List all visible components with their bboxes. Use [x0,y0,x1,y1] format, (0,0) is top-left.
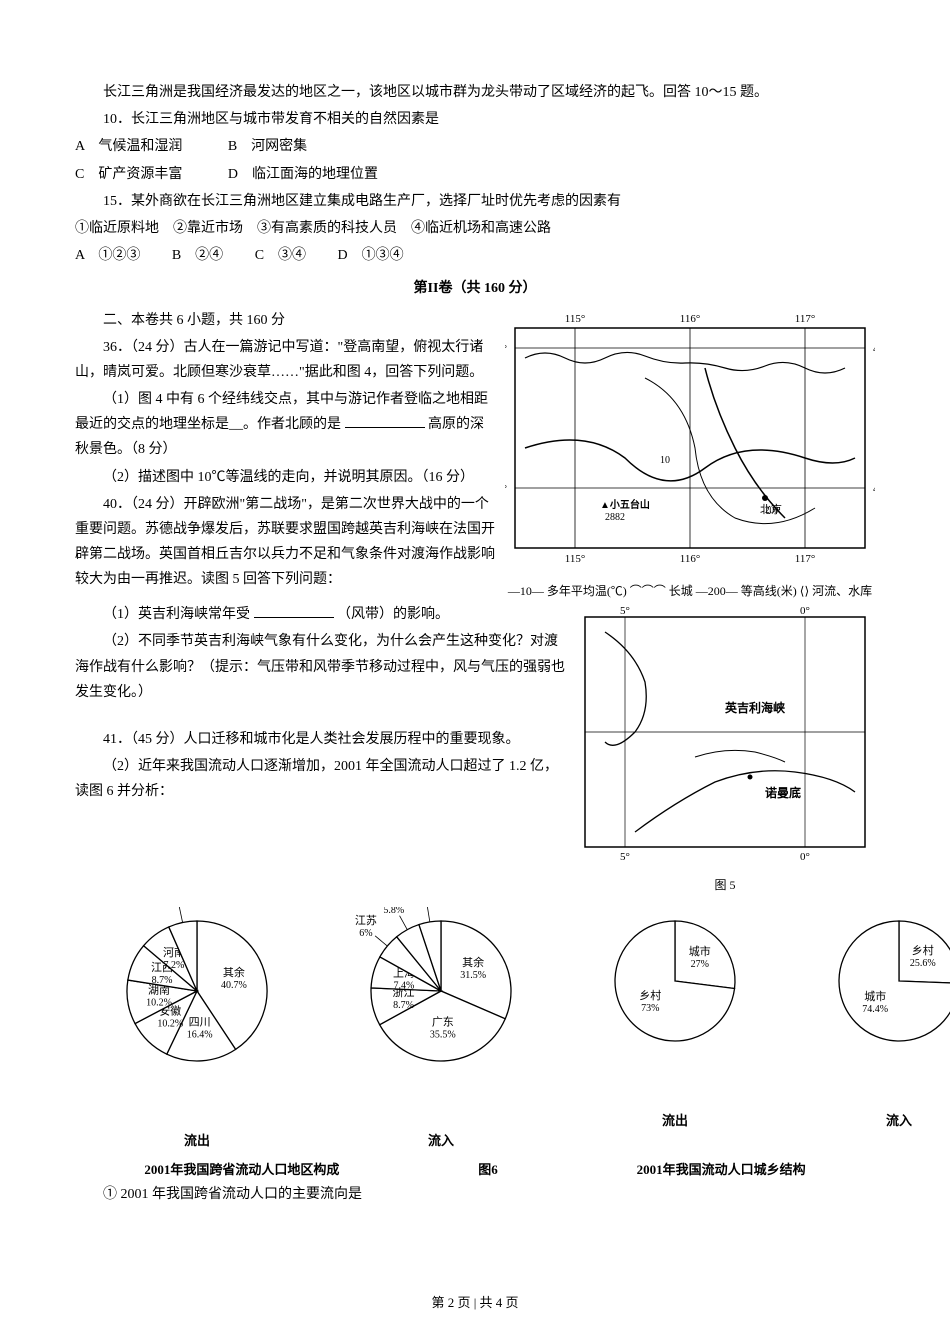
svg-text:40°: 40° [873,483,875,495]
q40-sub2: （2）不同季节英吉利海峡气象有什么变化，为什么会产生这种变化？对渡海作战有什么影… [75,629,565,705]
map4-figure: 115°115°116°116°117°117°41°41°40°40°1020… [505,308,875,568]
svg-text:115°: 115° [565,553,586,565]
pie-out-rural: 城市27% 乡村73% 流出 [563,907,787,1132]
map5-figure: 5°0°5°0°50°50°英吉利海峡诺曼底 [575,602,875,862]
svg-text:31.5%: 31.5% [460,970,486,981]
svg-text:40°: 40° [505,483,507,495]
q36-sub1a: （1）图 4 中有 6 个经纬线交点，其中与游记作者登临之地相距最近的交点的地理… [75,392,488,432]
svg-text:0°: 0° [800,851,810,862]
svg-text:41°: 41° [505,343,507,355]
svg-text:117°: 117° [795,553,816,565]
q36-sub1: （1）图 4 中有 6 个经纬线交点，其中与游记作者登临之地相距最近的交点的地理… [75,387,495,463]
part2-title: 第II卷（共 160 分） [75,276,875,301]
map5-container: 5°0°5°0°50°50°英吉利海峡诺曼底 图 5 [575,602,875,897]
pie-in-rural: 乡村25.6% 城市74.4% 流入 [787,907,950,1132]
q10-opt-b: B 河网密集 [228,139,307,154]
q36-stem: 36．（24 分）古人在一篇游记中写道："登高南望，俯视太行诸山，晴岚可爱。北顾… [75,335,495,385]
svg-text:城市: 城市 [864,989,886,1003]
q41-stem: 41．（45 分）人口迁移和城市化是人类社会发展历程中的重要现象。 [75,727,565,752]
svg-text:10: 10 [660,455,670,466]
svg-text:乡村: 乡村 [639,988,661,1002]
pie-charts-row: 其余40.7%四川16.4%安徽10.2%湖南10.2%江西8.7%河南7.2%… [75,907,875,1152]
q10-opt-d: D 临江面海的地理位置 [228,167,378,182]
svg-text:乡村: 乡村 [912,943,934,957]
q15-opts: ①临近原料地 ②靠近市场 ③有高素质的科技人员 ④临近机场和高速公路 [75,216,875,241]
q10-opt-a: A 气候温和湿润 [75,139,182,154]
q41-sub2: （2）近年来我国流动人口逐渐增加，2001 年全国流动人口超过了 1.2 亿，读… [75,754,565,804]
svg-text:5°: 5° [620,851,630,862]
svg-text:10.2%: 10.2% [157,1019,183,1030]
q36-blank[interactable] [345,414,425,428]
svg-text:10.2%: 10.2% [146,997,172,1008]
svg-text:6%: 6% [359,928,372,939]
q15-a: A ①②③ [75,248,140,263]
q40-blank[interactable] [254,604,334,618]
map4-legend: —10— 多年平均温(℃) ⌒⌒⌒ 长城 —200— 等高线(米) ⟨⟩ 河流、… [505,581,875,603]
intro-text: 长江三角洲是我国经济最发达的地区之一，该地区以城市群为龙头带动了区域经济的起飞。… [75,80,875,105]
pie-titles: 2001年我国跨省流动人口地区构成 图6 2001年我国流动人口城乡结构 [75,1158,875,1181]
svg-text:16.4%: 16.4% [187,1029,213,1040]
pie-in-rural-label: 流入 [886,1109,912,1132]
svg-text:25.6%: 25.6% [910,958,936,969]
q10-row2: C 矿产资源丰富 D 临江面海的地理位置 [75,162,875,187]
svg-text:41°: 41° [873,343,875,355]
svg-text:北京: 北京 [760,502,782,516]
pie-in-province: 其余31.5%广东35.5%浙江8.7%上海7.4%江苏6%北京5.8%福建5.… [319,907,563,1152]
q36-sub2: （2）描述图中 10℃等温线的走向，并说明其原因。（16 分） [75,465,495,490]
q10-stem: 10．长江三角洲地区与城市带发育不相关的自然因素是 [75,107,875,132]
svg-text:5.8%: 5.8% [383,907,404,916]
svg-text:0°: 0° [800,605,810,617]
pie-out-province: 其余40.7%四川16.4%安徽10.2%湖南10.2%江西8.7%河南7.2%… [75,907,319,1152]
q15-c: C ③④ [255,248,306,263]
svg-text:四川: 四川 [189,1016,211,1028]
svg-text:5°: 5° [620,605,630,617]
svg-text:诺曼底: 诺曼底 [765,785,801,800]
part2-sub: 二、本卷共 6 小题，共 160 分 [75,308,495,333]
svg-text:116°: 116° [680,313,701,325]
svg-text:8.7%: 8.7% [152,975,173,986]
svg-text:116°: 116° [680,553,701,565]
q10-opt-c: C 矿产资源丰富 [75,167,182,182]
q15-choices: A ①②③ B ②④ C ③④ D ①③④ [75,243,875,268]
svg-text:▲小五台山: ▲小五台山 [600,498,650,511]
q40-sub1a: （1）英吉利海峡常年受 [103,607,250,622]
pie-title-mid: 图6 [478,1158,498,1181]
q10-row1: A 气候温和湿润 B 河网密集 [75,134,875,159]
svg-text:城市: 城市 [689,944,711,958]
q40-sub1: （1）英吉利海峡常年受 （风带）的影响。 [75,602,565,627]
svg-text:117°: 117° [795,313,816,325]
svg-text:其余: 其余 [223,965,245,979]
svg-text:广东: 广东 [432,1016,454,1029]
q40-stem: 40．（24 分）开辟欧洲"第二战场"，是第二次世界大战中的一个重要问题。苏德战… [75,492,495,593]
q40-sub1b: （风带）的影响。 [337,607,449,622]
svg-text:74.4%: 74.4% [862,1004,888,1015]
map5-caption: 图 5 [575,875,875,897]
map4-container: 115°115°116°116°117°117°41°41°40°40°1020… [505,308,875,603]
svg-text:江苏: 江苏 [355,914,377,927]
svg-text:40.7%: 40.7% [221,980,247,991]
pie-out-rural-label: 流出 [662,1109,688,1132]
q41-q: ① 2001 年我国跨省流动人口的主要流向是 [75,1182,875,1207]
pie-title-left: 2001年我国跨省流动人口地区构成 [144,1158,339,1181]
svg-text:7.4%: 7.4% [394,981,415,992]
svg-text:115°: 115° [565,313,586,325]
page-footer: 第 2 页 | 共 4 页 [0,1291,950,1314]
svg-text:2882: 2882 [605,512,625,523]
svg-text:27%: 27% [691,959,709,970]
q15-b: B ②④ [172,248,223,263]
svg-text:8.7%: 8.7% [393,1000,414,1011]
svg-text:英吉利海峡: 英吉利海峡 [725,700,785,715]
svg-text:35.5%: 35.5% [430,1030,456,1041]
pie-out-prov-label: 流出 [184,1129,210,1152]
q15-stem: 15．某外商欲在长江三角洲地区建立集成电路生产厂，选择厂址时优先考虑的因素有 [75,189,875,214]
pie-in-prov-label: 流入 [428,1129,454,1152]
pie-title-right: 2001年我国流动人口城乡结构 [637,1158,806,1181]
svg-text:7.2%: 7.2% [164,960,185,971]
q15-d: D ①③④ [338,248,404,263]
svg-text:73%: 73% [641,1003,659,1014]
svg-text:其余: 其余 [462,955,484,969]
